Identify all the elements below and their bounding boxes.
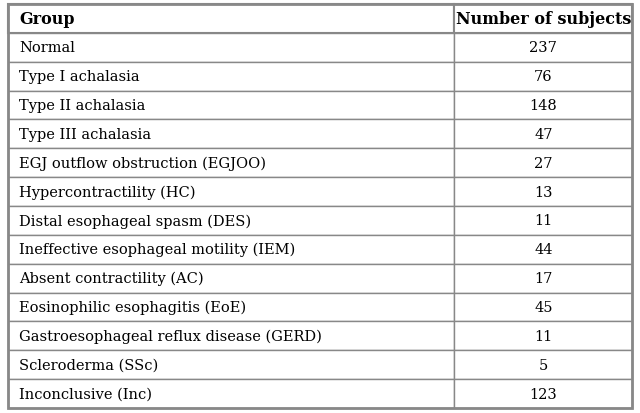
Text: Absent contractility (AC): Absent contractility (AC) [19, 271, 204, 286]
Bar [8, 379, 454, 408]
Bar [454, 120, 632, 149]
Bar [454, 293, 632, 322]
Text: 27: 27 [534, 157, 552, 170]
Text: Scleroderma (SSc): Scleroderma (SSc) [19, 358, 159, 372]
Text: 148: 148 [529, 99, 557, 113]
Bar [454, 178, 632, 206]
Bar [8, 351, 454, 379]
Bar [8, 293, 454, 322]
Bar [454, 206, 632, 235]
Text: 11: 11 [534, 329, 552, 343]
Text: Ineffective esophageal motility (IEM): Ineffective esophageal motility (IEM) [19, 242, 296, 257]
Bar [454, 264, 632, 293]
Bar [454, 91, 632, 120]
Text: 123: 123 [529, 387, 557, 401]
Bar [454, 149, 632, 178]
Text: Number of subjects: Number of subjects [456, 11, 631, 28]
Bar [8, 178, 454, 206]
Text: 11: 11 [534, 214, 552, 228]
Text: Group: Group [19, 11, 75, 28]
Text: Inconclusive (Inc): Inconclusive (Inc) [19, 387, 152, 401]
Bar [8, 5, 454, 34]
Text: Type III achalasia: Type III achalasia [19, 128, 151, 142]
Text: 76: 76 [534, 70, 552, 84]
Bar [8, 264, 454, 293]
Text: 17: 17 [534, 271, 552, 285]
Text: Eosinophilic esophagitis (EoE): Eosinophilic esophagitis (EoE) [19, 300, 246, 314]
Bar [454, 379, 632, 408]
Text: Hypercontractility (HC): Hypercontractility (HC) [19, 185, 196, 199]
Bar [454, 322, 632, 351]
Bar [454, 34, 632, 62]
Bar [8, 62, 454, 91]
Bar [454, 235, 632, 264]
Text: 13: 13 [534, 185, 552, 199]
Bar [454, 62, 632, 91]
Bar [8, 235, 454, 264]
Text: Type I achalasia: Type I achalasia [19, 70, 140, 84]
Text: Normal: Normal [19, 41, 75, 55]
Text: Gastroesophageal reflux disease (GERD): Gastroesophageal reflux disease (GERD) [19, 329, 322, 343]
Bar [8, 120, 454, 149]
Bar [8, 149, 454, 178]
Text: 5: 5 [539, 358, 548, 372]
Text: Type II achalasia: Type II achalasia [19, 99, 145, 113]
Text: 237: 237 [529, 41, 557, 55]
Text: EGJ outflow obstruction (EGJOO): EGJ outflow obstruction (EGJOO) [19, 156, 266, 171]
Text: Distal esophageal spasm (DES): Distal esophageal spasm (DES) [19, 214, 252, 228]
Bar [454, 351, 632, 379]
Bar [8, 34, 454, 62]
Bar [454, 5, 632, 34]
Text: 45: 45 [534, 300, 552, 314]
Bar [8, 322, 454, 351]
Bar [8, 206, 454, 235]
Text: 44: 44 [534, 243, 552, 256]
Bar [8, 91, 454, 120]
Text: 47: 47 [534, 128, 552, 142]
